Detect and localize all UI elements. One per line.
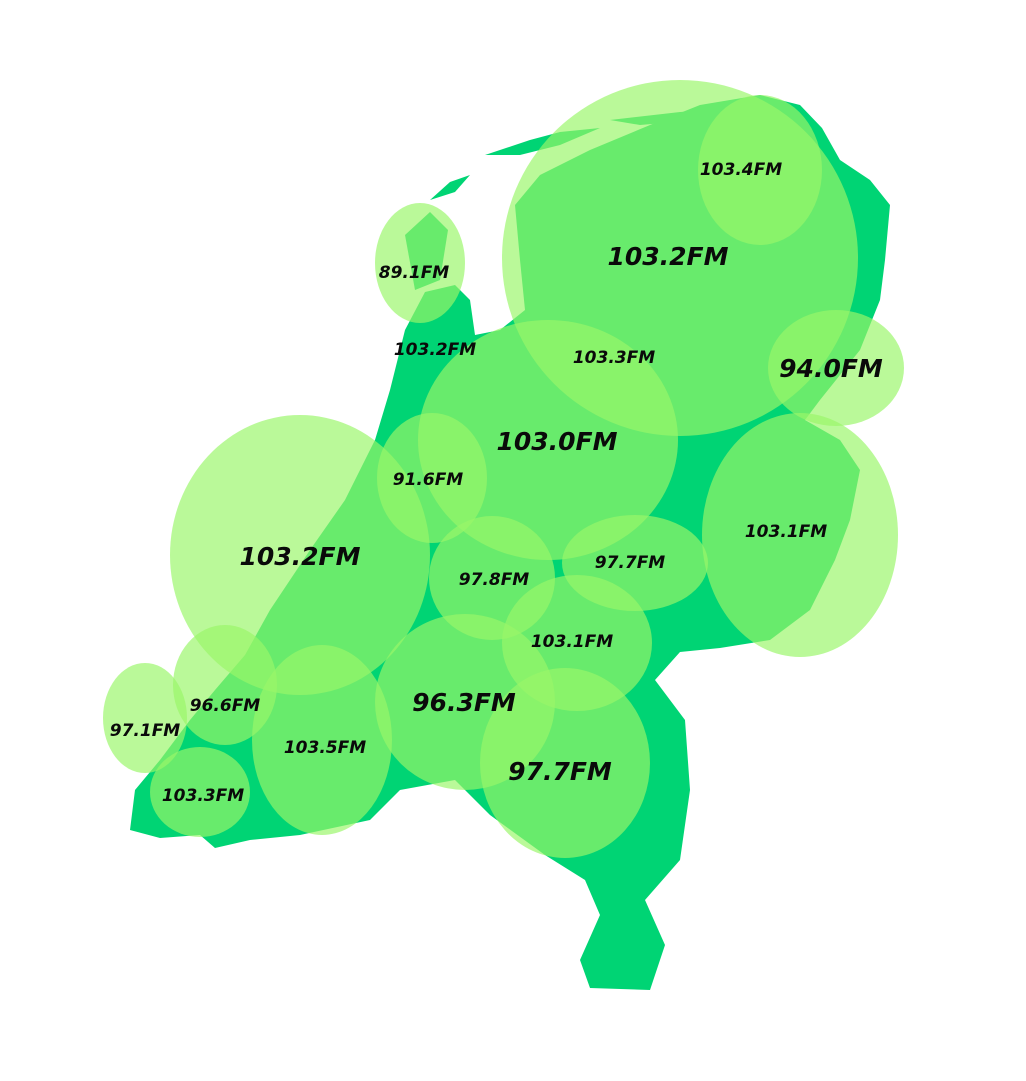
coverage-area: [103, 663, 187, 773]
station-frequency-label: 103.1FM: [531, 632, 613, 652]
station-frequency-label: 89.1FM: [379, 263, 450, 283]
station-frequency-label: 91.6FM: [393, 470, 464, 490]
station-frequency-label: 97.1FM: [110, 721, 181, 741]
coverage-area: [375, 203, 465, 323]
station-frequency-label: 103.4FM: [700, 160, 782, 180]
station-frequency-label: 97.7FM: [508, 757, 612, 786]
station-frequency-label: 103.2FM: [607, 242, 728, 271]
station-frequency-label: 103.2FM: [394, 340, 476, 360]
station-frequency-label: 103.2FM: [239, 542, 360, 571]
station-frequency-label: 103.5FM: [284, 738, 366, 758]
coverage-area: [252, 645, 392, 835]
station-frequency-label: 96.3FM: [412, 688, 516, 717]
wadden-island: [430, 175, 470, 200]
coverage-area: [173, 625, 277, 745]
station-frequency-label: 97.8FM: [459, 570, 530, 590]
station-frequency-label: 103.0FM: [496, 427, 617, 456]
station-frequency-label: 103.3FM: [573, 348, 655, 368]
coverage-area: [768, 310, 904, 426]
station-frequency-label: 97.7FM: [595, 553, 666, 573]
station-frequency-label: 103.3FM: [162, 786, 244, 806]
coverage-areas: [103, 80, 904, 858]
station-frequency-label: 103.1FM: [745, 522, 827, 542]
station-frequency-label: 96.6FM: [190, 696, 261, 716]
coverage-area: [480, 668, 650, 858]
station-frequency-label: 94.0FM: [779, 354, 883, 383]
coverage-area: [702, 413, 898, 657]
station-labels: 103.4FM 103.2FM 89.1FM 103.2FM 103.3FM 94.0FM…: [110, 160, 883, 806]
coverage-area: [150, 747, 250, 837]
coverage-area: [170, 415, 430, 695]
